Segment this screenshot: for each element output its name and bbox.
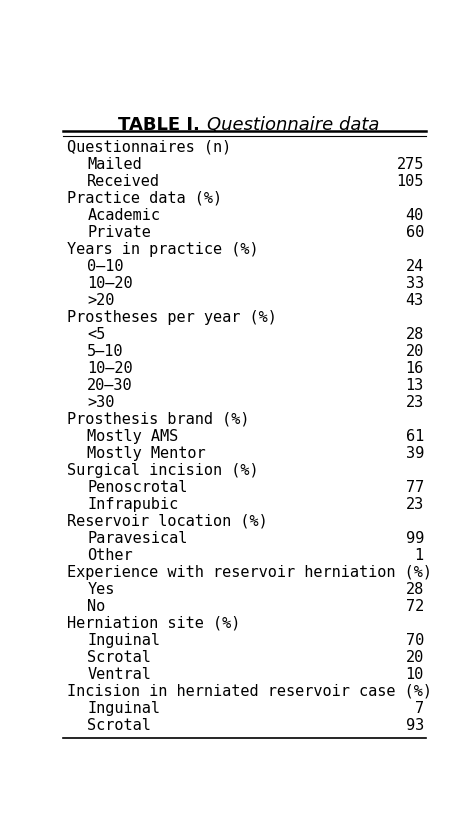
Text: 93: 93 xyxy=(405,717,423,732)
Text: Infrapubic: Infrapubic xyxy=(87,497,178,512)
Text: Prosthesis brand (%): Prosthesis brand (%) xyxy=(67,412,249,427)
Text: Reservoir location (%): Reservoir location (%) xyxy=(67,514,267,529)
Text: 16: 16 xyxy=(405,361,423,376)
Text: 28: 28 xyxy=(405,326,423,342)
Text: 23: 23 xyxy=(405,395,423,410)
Text: No: No xyxy=(87,599,105,614)
Text: 20: 20 xyxy=(405,344,423,359)
Text: >30: >30 xyxy=(87,395,115,410)
Text: Yes: Yes xyxy=(87,581,115,596)
Text: Received: Received xyxy=(87,174,160,189)
Text: 61: 61 xyxy=(405,428,423,443)
Text: 99: 99 xyxy=(405,530,423,545)
Text: 0–10: 0–10 xyxy=(87,259,124,274)
Text: 72: 72 xyxy=(405,599,423,614)
Text: 1: 1 xyxy=(414,548,423,563)
Text: <5: <5 xyxy=(87,326,105,342)
Text: Herniation site (%): Herniation site (%) xyxy=(67,615,240,630)
Text: Questionnaires (n): Questionnaires (n) xyxy=(67,139,231,154)
Text: 275: 275 xyxy=(396,157,423,172)
Text: 28: 28 xyxy=(405,581,423,596)
Text: TABLE I.: TABLE I. xyxy=(118,116,200,134)
Text: Years in practice (%): Years in practice (%) xyxy=(67,241,258,256)
Text: 77: 77 xyxy=(405,479,423,494)
Text: 20: 20 xyxy=(405,650,423,665)
Text: Other: Other xyxy=(87,548,133,563)
Text: 60: 60 xyxy=(405,225,423,240)
Text: 13: 13 xyxy=(405,377,423,392)
Text: Experience with reservoir herniation (%): Experience with reservoir herniation (%) xyxy=(67,564,431,579)
Text: 20–30: 20–30 xyxy=(87,377,133,392)
Text: 10–20: 10–20 xyxy=(87,276,133,291)
Text: Mostly Mentor: Mostly Mentor xyxy=(87,446,206,461)
Text: Inguinal: Inguinal xyxy=(87,633,160,648)
Text: Inguinal: Inguinal xyxy=(87,701,160,716)
Text: Penoscrotal: Penoscrotal xyxy=(87,479,188,494)
Text: 40: 40 xyxy=(405,208,423,223)
Text: Academic: Academic xyxy=(87,208,160,223)
Text: >20: >20 xyxy=(87,293,115,308)
Text: Surgical incision (%): Surgical incision (%) xyxy=(67,463,258,478)
Text: Paravesical: Paravesical xyxy=(87,530,188,545)
Text: Mostly AMS: Mostly AMS xyxy=(87,428,178,443)
Text: 10–20: 10–20 xyxy=(87,361,133,376)
Text: Practice data (%): Practice data (%) xyxy=(67,190,222,205)
Text: Incision in herniated reservoir case (%): Incision in herniated reservoir case (%) xyxy=(67,684,431,699)
Text: 43: 43 xyxy=(405,293,423,308)
Text: Ventral: Ventral xyxy=(87,666,151,681)
Text: 33: 33 xyxy=(405,276,423,291)
Text: Scrotal: Scrotal xyxy=(87,717,151,732)
Text: 24: 24 xyxy=(405,259,423,274)
Text: Private: Private xyxy=(87,225,151,240)
Text: Scrotal: Scrotal xyxy=(87,650,151,665)
Text: 5–10: 5–10 xyxy=(87,344,124,359)
Text: 70: 70 xyxy=(405,633,423,648)
Text: 105: 105 xyxy=(396,174,423,189)
Text: 10: 10 xyxy=(405,666,423,681)
Text: Prostheses per year (%): Prostheses per year (%) xyxy=(67,310,276,325)
Text: 39: 39 xyxy=(405,446,423,461)
Text: 23: 23 xyxy=(405,497,423,512)
Text: 7: 7 xyxy=(414,701,423,716)
Text: Mailed: Mailed xyxy=(87,157,142,172)
Text: Questionnaire data: Questionnaire data xyxy=(207,116,379,134)
